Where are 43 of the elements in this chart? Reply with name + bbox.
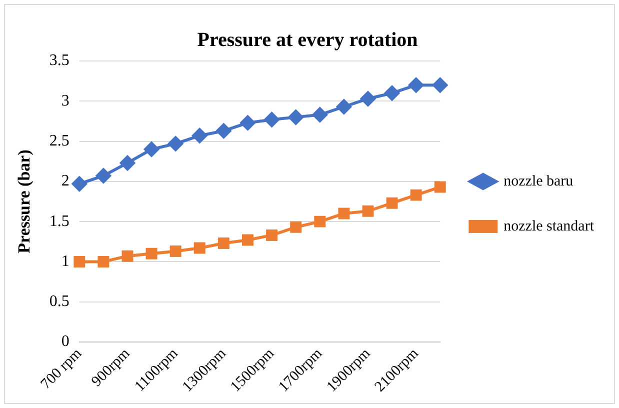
point: [314, 216, 326, 228]
y-tick-label: 0.5: [49, 293, 70, 310]
point: [264, 112, 280, 128]
point: [146, 248, 158, 260]
point: [362, 205, 374, 217]
point: [410, 189, 422, 201]
point: [312, 107, 328, 122]
point: [336, 99, 352, 114]
point: [98, 256, 110, 268]
y-tick-label: 1: [61, 252, 70, 270]
point: [338, 208, 350, 220]
point: [216, 123, 232, 138]
point: [72, 176, 87, 192]
point: [122, 250, 134, 262]
point: [120, 155, 135, 170]
point: [168, 136, 184, 152]
point: [96, 168, 111, 184]
point: [386, 197, 398, 209]
point: [290, 221, 302, 233]
point: [144, 142, 160, 157]
point: [192, 128, 208, 144]
legend-label: nozzle baru: [504, 173, 574, 190]
point: [170, 246, 182, 257]
point: [218, 237, 230, 249]
point: [434, 181, 446, 193]
y-tick-label: 1.5: [49, 212, 70, 230]
point: [74, 256, 86, 268]
point: [242, 234, 254, 246]
point: [408, 78, 424, 93]
chart-title: Pressure at every rotation: [197, 29, 418, 52]
point: [194, 242, 206, 254]
y-tick-label: 3: [61, 92, 70, 110]
y-tick-label: 3.5: [49, 52, 70, 70]
point: [360, 91, 376, 106]
point: [288, 110, 304, 125]
y-tick-label: 2.5: [49, 132, 70, 150]
legend-label: nozzle standart: [504, 218, 595, 234]
point: [240, 115, 256, 130]
point: [384, 86, 400, 101]
point: [266, 229, 278, 241]
point: [432, 78, 448, 93]
y-axis-title: Pressure (bar): [14, 150, 34, 254]
y-tick-label: 2: [61, 172, 70, 190]
